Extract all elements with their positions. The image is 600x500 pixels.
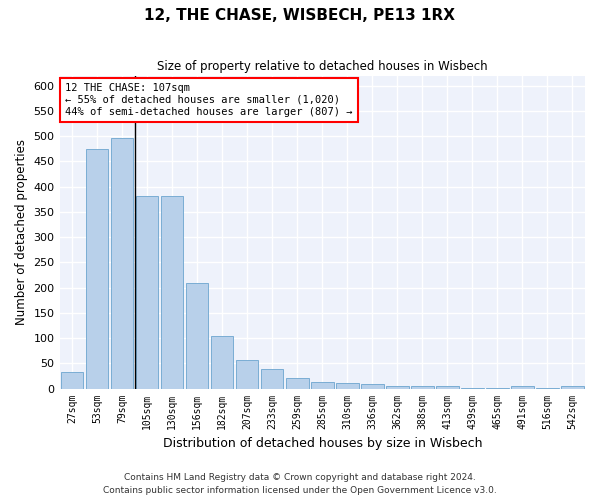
- Bar: [386, 386, 409, 388]
- Bar: [511, 386, 534, 388]
- X-axis label: Distribution of detached houses by size in Wisbech: Distribution of detached houses by size …: [163, 437, 482, 450]
- Bar: [61, 372, 83, 388]
- Bar: [86, 149, 109, 388]
- Text: Contains HM Land Registry data © Crown copyright and database right 2024.
Contai: Contains HM Land Registry data © Crown c…: [103, 474, 497, 495]
- Bar: [336, 383, 359, 388]
- Bar: [211, 336, 233, 388]
- Bar: [411, 386, 434, 388]
- Bar: [111, 138, 133, 388]
- Bar: [286, 378, 308, 388]
- Title: Size of property relative to detached houses in Wisbech: Size of property relative to detached ho…: [157, 60, 488, 73]
- Bar: [261, 370, 283, 388]
- Bar: [561, 386, 584, 388]
- Text: 12 THE CHASE: 107sqm
← 55% of detached houses are smaller (1,020)
44% of semi-de: 12 THE CHASE: 107sqm ← 55% of detached h…: [65, 84, 352, 116]
- Bar: [436, 386, 458, 388]
- Bar: [136, 196, 158, 388]
- Bar: [161, 196, 184, 388]
- Bar: [186, 282, 208, 389]
- Bar: [311, 382, 334, 388]
- Bar: [361, 384, 383, 388]
- Text: 12, THE CHASE, WISBECH, PE13 1RX: 12, THE CHASE, WISBECH, PE13 1RX: [145, 8, 455, 22]
- Y-axis label: Number of detached properties: Number of detached properties: [15, 139, 28, 325]
- Bar: [236, 360, 259, 388]
